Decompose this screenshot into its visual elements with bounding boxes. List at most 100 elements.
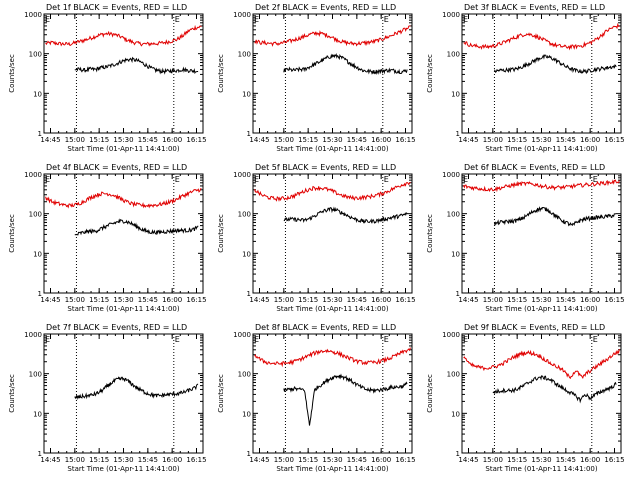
- y-tick-label: 1: [38, 290, 42, 298]
- x-tick-label: 14:45: [249, 296, 269, 304]
- events-series-line: [283, 373, 408, 426]
- x-tick-label: 15:00: [65, 456, 85, 464]
- y-tick-label: 1: [247, 450, 251, 458]
- y-tick-label: 10: [451, 410, 460, 418]
- plot-frame: [43, 13, 204, 134]
- x-tick-label: 16:00: [371, 456, 391, 464]
- events-series-line: [74, 218, 199, 236]
- lld-series-line: [463, 348, 620, 380]
- x-tick-label: 15:30: [113, 296, 133, 304]
- event-marker-label: E: [45, 175, 50, 184]
- y-tick-label: 1000: [24, 171, 42, 179]
- x-tick-label: 14:45: [249, 456, 269, 464]
- y-tick-label: 100: [238, 371, 251, 379]
- event-marker-label: E: [45, 335, 50, 344]
- y-tick-label: 1000: [233, 331, 251, 339]
- events-series-line: [74, 56, 199, 75]
- lld-series-line: [254, 181, 411, 202]
- x-tick-label: 15:45: [138, 296, 158, 304]
- x-tick-label: 14:45: [458, 296, 478, 304]
- x-tick-label: 16:00: [580, 296, 600, 304]
- detector-panel: Det 6f BLACK = Events, RED = LLD 1 10 100 10…: [426, 163, 625, 313]
- event-marker-label: E: [175, 335, 180, 344]
- event-marker-label: E: [254, 15, 259, 24]
- x-tick-label: 15:30: [322, 136, 342, 144]
- x-tick-label: 15:00: [65, 296, 85, 304]
- y-tick-label: 100: [29, 371, 42, 379]
- x-tick-label: 16:15: [604, 296, 624, 304]
- lld-series-line: [463, 179, 620, 193]
- y-axis-label: Counts/sec: [8, 54, 16, 93]
- plot-frame: [461, 173, 622, 294]
- panel-title: Det 8f BLACK = Events, RED = LLD: [255, 323, 396, 332]
- y-tick-label: 10: [242, 410, 251, 418]
- x-tick-label: 15:00: [274, 456, 294, 464]
- plot-frame: [252, 13, 413, 134]
- y-tick-label: 1000: [233, 11, 251, 19]
- y-tick-label: 1000: [233, 171, 251, 179]
- lld-series-line: [45, 187, 202, 209]
- x-tick-label: 15:30: [322, 296, 342, 304]
- y-tick-label: 10: [451, 90, 460, 98]
- y-axis-label: Counts/sec: [217, 374, 225, 413]
- y-tick-label: 1: [247, 290, 251, 298]
- x-tick-label: 15:45: [138, 456, 158, 464]
- x-tick-label: 14:45: [40, 456, 60, 464]
- y-tick-label: 1: [456, 290, 460, 298]
- events-series-line: [283, 53, 408, 75]
- y-tick-label: 100: [447, 51, 460, 59]
- event-marker-label: E: [175, 175, 180, 184]
- event-marker-label: E: [384, 335, 389, 344]
- x-tick-label: 16:00: [162, 296, 182, 304]
- panel-title: Det 3f BLACK = Events, RED = LLD: [464, 3, 605, 12]
- x-tick-label: 16:00: [162, 136, 182, 144]
- x-tick-label: 16:15: [186, 296, 206, 304]
- lld-series-line: [45, 24, 202, 47]
- plot-frame: [43, 173, 204, 294]
- x-tick-label: 15:00: [483, 136, 503, 144]
- y-axis-label: Counts/sec: [8, 374, 16, 413]
- detector-panel: Det 7f BLACK = Events, RED = LLD 1 10 100 10…: [8, 323, 207, 473]
- x-tick-label: 16:15: [186, 136, 206, 144]
- x-tick-label: 15:45: [347, 296, 367, 304]
- x-tick-label: 15:15: [507, 296, 527, 304]
- panel-title: Det 6f BLACK = Events, RED = LLD: [464, 163, 605, 172]
- x-tick-label: 16:00: [580, 456, 600, 464]
- detector-panel: Det 9f BLACK = Events, RED = LLD 1 10 100 10…: [426, 323, 625, 473]
- x-axis-label: Start Time (01-Apr-11 14:41:00): [67, 145, 179, 153]
- y-axis-label: Counts/sec: [8, 214, 16, 253]
- x-tick-label: 15:15: [507, 136, 527, 144]
- x-tick-label: 15:30: [531, 136, 551, 144]
- y-tick-label: 1000: [24, 11, 42, 19]
- y-tick-label: 10: [33, 410, 42, 418]
- y-tick-label: 10: [242, 90, 251, 98]
- y-tick-label: 1: [456, 450, 460, 458]
- lld-series-line: [463, 22, 620, 51]
- y-axis-label: Counts/sec: [217, 54, 225, 93]
- y-tick-label: 100: [447, 211, 460, 219]
- x-tick-label: 15:00: [65, 136, 85, 144]
- y-tick-label: 1: [247, 130, 251, 138]
- x-tick-label: 14:45: [458, 136, 478, 144]
- x-tick-label: 15:45: [347, 136, 367, 144]
- x-tick-label: 15:45: [556, 296, 576, 304]
- event-marker-label: E: [384, 15, 389, 24]
- x-tick-label: 15:30: [531, 456, 551, 464]
- x-tick-label: 15:15: [89, 456, 109, 464]
- x-tick-label: 15:15: [298, 456, 318, 464]
- lld-series-line: [254, 25, 411, 47]
- panel-title: Det 9f BLACK = Events, RED = LLD: [464, 323, 605, 332]
- x-tick-label: 15:45: [556, 456, 576, 464]
- x-tick-label: 15:00: [483, 296, 503, 304]
- y-axis-label: Counts/sec: [426, 374, 434, 413]
- x-tick-label: 15:45: [556, 136, 576, 144]
- x-tick-label: 15:30: [322, 456, 342, 464]
- x-axis-label: Start Time (01-Apr-11 14:41:00): [276, 465, 388, 473]
- event-marker-label: E: [593, 15, 598, 24]
- x-tick-label: 16:15: [604, 136, 624, 144]
- panel-title: Det 5f BLACK = Events, RED = LLD: [255, 163, 396, 172]
- y-tick-label: 10: [33, 90, 42, 98]
- detector-panel: Det 8f BLACK = Events, RED = LLD 1 10 100 10…: [217, 323, 416, 473]
- x-axis-label: Start Time (01-Apr-11 14:41:00): [276, 145, 388, 153]
